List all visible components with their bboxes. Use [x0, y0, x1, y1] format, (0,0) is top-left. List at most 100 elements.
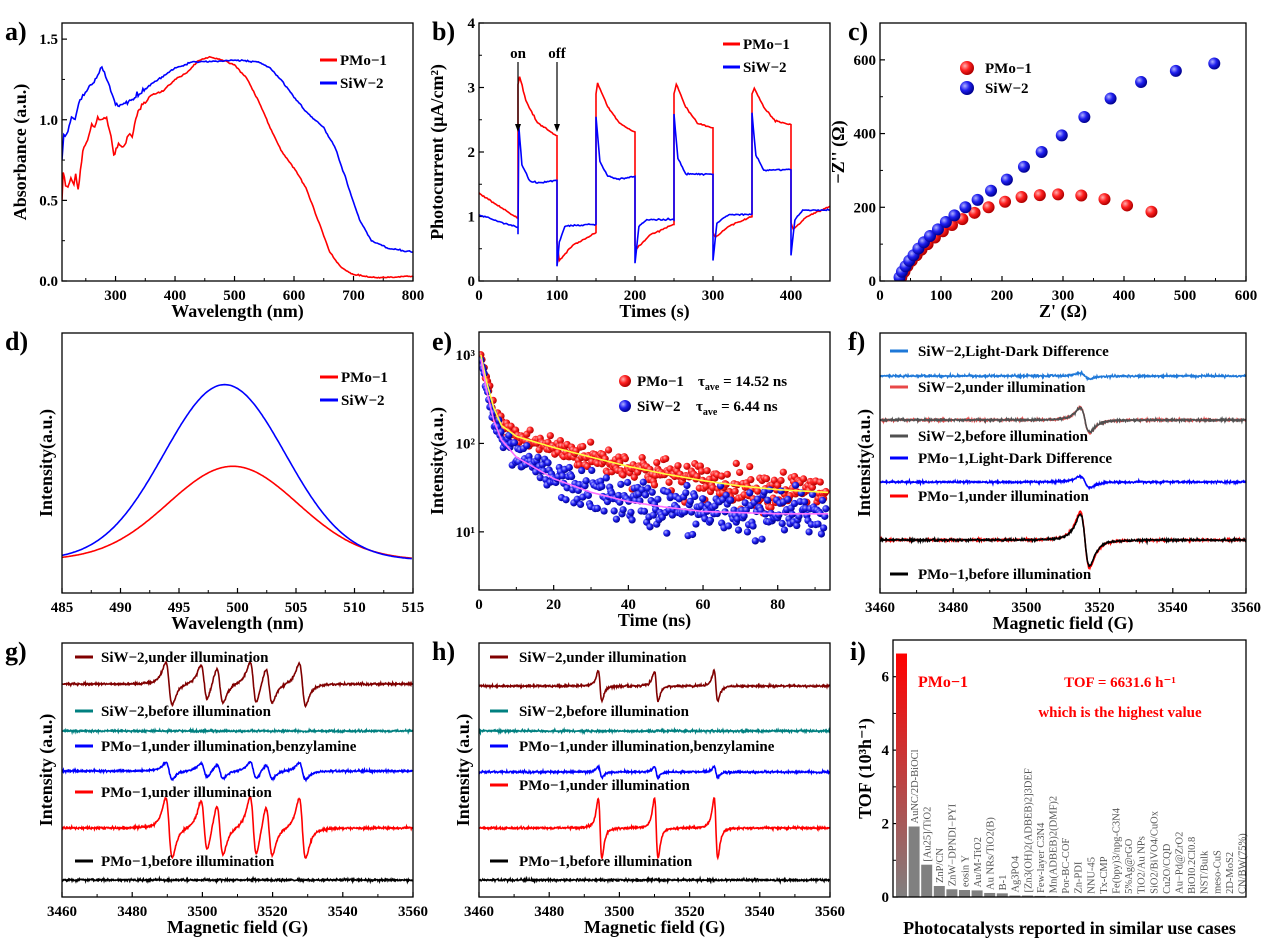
bar-label: 5%Ag@rGO: [1124, 838, 1135, 894]
data-point: [568, 472, 576, 481]
data-point: [723, 470, 731, 478]
data-point: [582, 477, 590, 485]
bar-label: Au NRs/TiO2(B): [986, 817, 997, 890]
data-point: [688, 530, 697, 539]
bar: [921, 864, 933, 897]
fit-curve-1: [480, 358, 829, 515]
data-point: [764, 496, 772, 504]
x-tick-label: 0: [876, 288, 884, 304]
legend-label: PMo−1: [743, 37, 790, 53]
plot-area: [62, 55, 413, 279]
bar-label: Au−Pd@ZrO2: [1175, 832, 1186, 894]
data-point: [1000, 173, 1013, 186]
x-tick-label: 0: [475, 288, 483, 304]
series-line-1: [62, 58, 413, 254]
y-axis-title: Intensity(a.u.): [36, 409, 57, 517]
highlight-label: PMo−1: [918, 674, 968, 691]
data-point: [751, 537, 759, 545]
x-axis-title: Time (ns): [618, 610, 691, 631]
plot-area: [62, 383, 412, 560]
y-tick-label: 2: [468, 145, 476, 161]
data-point: [1035, 146, 1048, 158]
bar-label: ZnW−DPNDI−PYI: [948, 803, 959, 886]
data-point: [718, 472, 726, 480]
data-point: [654, 495, 662, 503]
bar-label: Cu2O/CQD: [1162, 843, 1173, 894]
plot-frame: [478, 22, 831, 282]
data-point: [624, 478, 632, 487]
x-tick-label: 600: [1235, 288, 1258, 304]
y-tick-label: 0: [468, 274, 476, 290]
x-tick-label: 3520: [1085, 600, 1115, 616]
bar: [908, 826, 920, 897]
data-point: [753, 487, 762, 495]
y-axis-title: Intensity(a.u.): [854, 409, 875, 517]
x-tick-label: 0: [475, 597, 483, 613]
data-point: [587, 438, 595, 446]
fit-curve-0: [480, 354, 829, 494]
spectrum-4: [479, 875, 830, 885]
data-point: [959, 201, 972, 214]
legend-label: SiW−2,before illumination: [519, 704, 690, 720]
data-point: [779, 468, 787, 476]
data-point: [968, 206, 981, 219]
spectrum-2: [62, 760, 413, 783]
x-tick-label: 3540: [1158, 600, 1188, 616]
panel-label: a): [5, 17, 27, 46]
spectrum-0: [880, 370, 1246, 382]
x-tick-label: 505: [285, 600, 308, 616]
data-point: [565, 463, 573, 472]
data-point: [662, 455, 670, 463]
tau-subscript: ave: [705, 382, 720, 393]
data-point: [1055, 129, 1068, 142]
data-point: [683, 481, 691, 490]
panel-d: d) 485 490 495 500 505 510 515 Wavelength (nm) In…: [5, 327, 424, 634]
data-point: [775, 511, 783, 519]
series-line-1: [62, 383, 412, 560]
annotation-on: on: [510, 46, 527, 62]
y-tick-label: 400: [854, 127, 877, 143]
bar-label: Few-layer C3N4: [1036, 822, 1047, 893]
plot-area: [479, 351, 830, 545]
data-point: [1169, 64, 1182, 77]
legend-label: PMo−1,before illumination: [101, 854, 275, 870]
spectrum-3: [62, 795, 413, 860]
panel-label: i): [850, 637, 866, 666]
x-axis-title: Magnetic field (G): [584, 917, 725, 938]
data-point: [638, 454, 646, 462]
bar-label: Mn(ADBEB)2(DMF)2: [1049, 796, 1060, 893]
tau-value: = 6.44 ns: [717, 399, 777, 415]
y-axis-title: Absorbance (a.u.): [10, 84, 31, 221]
data-point: [648, 488, 656, 496]
x-axis-title: Times (s): [619, 301, 689, 322]
spectrum-3: [479, 796, 830, 861]
data-point: [931, 223, 944, 236]
y-axis-title: Photocurrent (μA/cm²): [427, 64, 448, 240]
data-point: [777, 487, 785, 495]
x-tick-label: 3560: [1231, 600, 1261, 616]
data-point: [621, 455, 629, 463]
data-point: [801, 498, 809, 506]
arrow-head-icon: [554, 124, 560, 132]
bar-label: AuNC/2D-BiOCl: [910, 749, 921, 823]
bar-label: Tx-CMP: [1099, 856, 1110, 894]
data-point: [1208, 57, 1221, 70]
data-point: [760, 488, 768, 496]
data-point: [1017, 160, 1030, 173]
data-point: [573, 495, 581, 503]
legend-label: SiW−2,before illumination: [101, 704, 272, 720]
series-line-0: [479, 76, 830, 263]
legend-label: PMo−1,Light-Dark Difference: [918, 451, 1112, 467]
x-axis-title: Z' (Ω): [1039, 301, 1087, 322]
data-point: [784, 495, 792, 503]
data-point: [762, 475, 771, 483]
legend-label: PMo−1,before illumination: [918, 567, 1092, 583]
bar: [996, 893, 1008, 897]
data-point: [1033, 189, 1046, 202]
bar-label: B-1: [998, 875, 1009, 891]
data-point: [818, 496, 827, 504]
data-point: [536, 474, 544, 482]
y-tick-label: 4: [882, 743, 890, 759]
spectrum-4: [62, 875, 413, 885]
plot-area: [880, 370, 1246, 571]
